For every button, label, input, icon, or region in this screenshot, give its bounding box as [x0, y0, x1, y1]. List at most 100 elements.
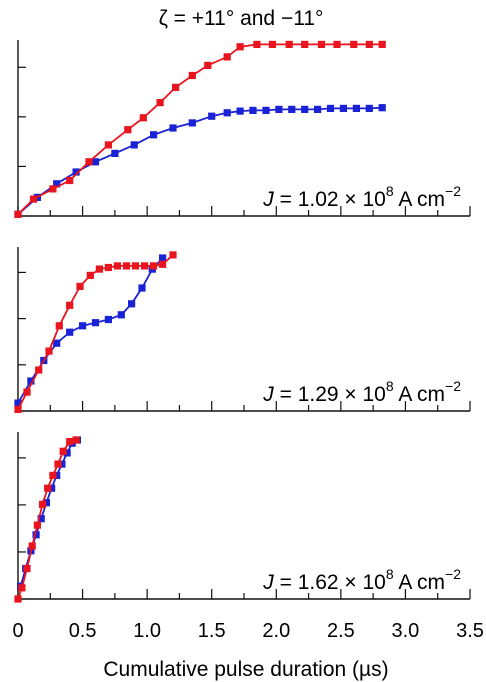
label-exponent: 8 [386, 566, 394, 582]
data-point-red [66, 301, 74, 309]
data-point-red [28, 542, 36, 550]
data-point-red [204, 61, 212, 69]
x-tick-labels: 0 0.5 1.0 1.5 2.0 2.5 3.0 3.5 [12, 620, 483, 642]
figure-title: ζ = +11° and −11° [159, 7, 324, 30]
data-point-blue [128, 300, 136, 308]
data-point-red [14, 595, 22, 603]
data-point-red [104, 263, 112, 272]
x-tick-label: 1.0 [133, 620, 161, 642]
data-point-blue [326, 104, 335, 112]
x-axis-label: Cumulative pulse duration (µs) [103, 658, 388, 681]
label-unit-exponent: −2 [445, 566, 461, 582]
data-point-red [33, 521, 41, 529]
label-symbol: J [262, 571, 274, 594]
data-point-blue [249, 106, 257, 114]
data-point-blue [130, 141, 138, 149]
data-point-red [49, 185, 57, 193]
data-point-blue [37, 515, 45, 523]
data-point-blue [58, 460, 66, 468]
data-point-red [59, 447, 67, 455]
data-point-red [150, 262, 158, 270]
data-point-blue [208, 112, 216, 120]
current-density-label: J = 1.29 × 108 A cm−2 [262, 378, 461, 406]
data-point-red [95, 265, 103, 273]
series-line-red [17, 439, 77, 600]
data-point-red [333, 40, 341, 48]
label-unit-exponent: −2 [445, 183, 461, 199]
current-density-label: J = 1.02 × 108 A cm−2 [262, 183, 461, 211]
label-unit: A cm [394, 571, 445, 594]
label-symbol: J [262, 188, 274, 211]
data-point-red [188, 71, 196, 80]
data-point-red [113, 262, 121, 270]
series-red [14, 251, 177, 413]
label-unit-exponent: −2 [445, 378, 461, 394]
data-point-red [66, 438, 74, 446]
label-unit: A cm [394, 383, 445, 406]
data-point-blue [236, 107, 244, 115]
label-symbol: J [262, 383, 274, 406]
data-point-blue [262, 106, 270, 114]
data-point-blue [275, 105, 283, 113]
data-point-red [141, 262, 149, 270]
data-point-red [378, 40, 386, 48]
data-point-blue [32, 531, 40, 539]
panel-2: J = 1.29 × 108 A cm−2 [14, 247, 471, 413]
data-point-blue [27, 377, 35, 385]
data-point-red [44, 484, 52, 492]
data-point-red [253, 40, 261, 48]
panels: J = 1.02 × 108 A cm−2J = 1.29 × 108 A cm… [14, 40, 471, 603]
data-point-blue [138, 284, 146, 292]
data-point-blue [352, 104, 360, 112]
data-point-blue [66, 328, 74, 336]
data-point-red [223, 53, 231, 61]
label-value: = 1.02 × 10 [274, 188, 386, 211]
data-point-blue [42, 499, 50, 507]
x-tick-label: 1.5 [198, 620, 226, 642]
panel-3: J = 1.62 × 108 A cm−2 [14, 432, 471, 603]
data-point-red [169, 251, 177, 259]
data-point-red [38, 500, 47, 508]
data-point-blue [48, 484, 56, 492]
data-point-red [29, 195, 38, 203]
label-value: = 1.62 × 10 [274, 571, 386, 594]
data-point-red [66, 176, 74, 185]
data-point-blue [63, 449, 71, 457]
label-value: = 1.29 × 10 [274, 383, 386, 406]
data-point-blue [53, 180, 61, 188]
label-exponent: 8 [386, 378, 394, 394]
data-point-red [159, 260, 167, 268]
data-point-red [268, 40, 276, 48]
data-point-red [23, 564, 31, 573]
data-point-red [124, 126, 132, 134]
data-point-red [23, 388, 31, 396]
data-point-red [236, 43, 244, 51]
label-unit: A cm [394, 188, 445, 211]
data-point-red [55, 322, 63, 330]
panel-1: J = 1.02 × 108 A cm−2 [14, 40, 471, 218]
data-point-red [122, 262, 131, 270]
data-point-red [139, 114, 147, 122]
x-tick-label: 0 [12, 620, 23, 642]
data-point-blue [188, 119, 196, 127]
data-point-red [35, 366, 43, 374]
data-point-red [285, 40, 293, 48]
series-line-blue [17, 257, 164, 404]
data-point-red [131, 262, 140, 270]
data-point-blue [150, 131, 158, 139]
data-point-red [301, 40, 309, 48]
data-point-red [156, 99, 164, 107]
series-line-red [17, 254, 174, 410]
data-point-red [72, 436, 80, 444]
data-point-blue [339, 104, 347, 112]
data-point-blue [79, 322, 87, 330]
data-point-red [317, 40, 326, 48]
data-point-red [54, 460, 62, 468]
data-point-red [85, 158, 93, 166]
data-point-red [365, 40, 373, 48]
data-point-blue [91, 158, 100, 166]
data-point-red [104, 141, 112, 149]
x-tick-label: 0.5 [69, 620, 97, 642]
data-point-blue [117, 311, 125, 319]
